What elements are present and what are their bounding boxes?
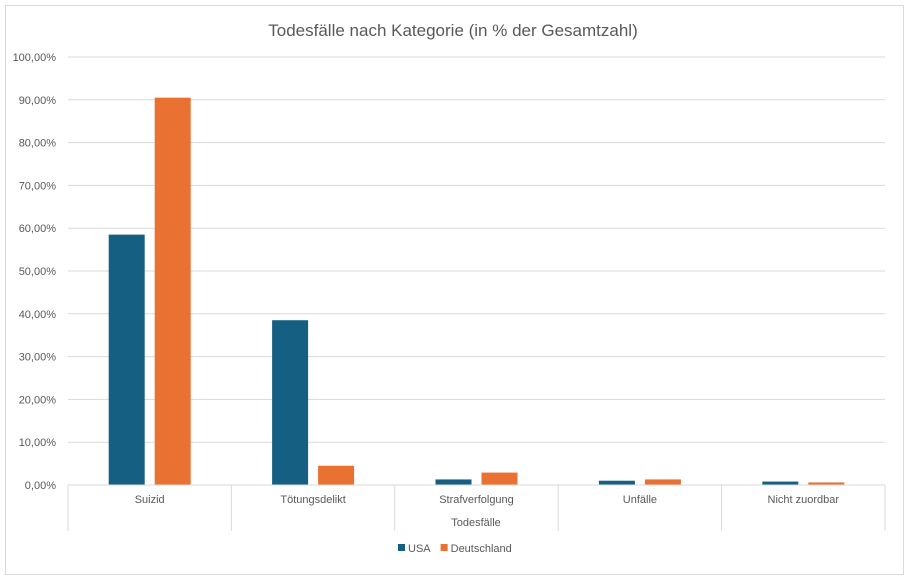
x-axis-title: Todesfälle <box>451 517 501 529</box>
y-axis-ticks: 0,00% 10,00% 20,00% 30,00% 40,00% 50,00% 60,00… <box>13 52 57 492</box>
y-tick-label: 10,00% <box>19 437 57 449</box>
x-tick-label: Strafverfolgung <box>439 494 514 506</box>
y-tick-label: 60,00% <box>19 223 57 235</box>
bar-deutschland-2 <box>481 472 518 485</box>
gridlines <box>68 56 885 443</box>
legend-swatch-usa <box>398 544 405 551</box>
legend-swatch-deutschland <box>440 544 448 551</box>
bar-usa-4 <box>762 481 799 485</box>
legend-label-deutschland: Deutschland <box>451 543 512 555</box>
y-tick-label: 70,00% <box>19 180 57 192</box>
bar-deutschland-0 <box>154 97 191 485</box>
bar-usa-3 <box>598 480 635 485</box>
y-tick-label: 20,00% <box>19 394 57 406</box>
x-tick-label: Suizid <box>135 494 165 506</box>
bars <box>108 97 845 485</box>
y-tick-label: 0,00% <box>25 480 56 492</box>
y-tick-label: 40,00% <box>19 309 57 321</box>
x-tick-label: Nicht zuordbar <box>768 494 840 506</box>
bar-deutschland-1 <box>318 465 355 485</box>
x-tick-label: Tötungsdelikt <box>280 494 345 506</box>
x-axis: Suizid Tötungsdelikt Strafverfolgung Unfäll… <box>67 484 886 531</box>
bar-deutschland-3 <box>644 479 681 485</box>
bar-usa-0 <box>108 234 145 485</box>
bar-usa-2 <box>435 479 472 485</box>
bar-usa-1 <box>272 320 309 485</box>
legend-label-usa: USA <box>408 543 431 555</box>
y-tick-label: 90,00% <box>19 95 57 107</box>
legend: USA Deutschland <box>398 543 512 555</box>
chart-title: Todesfälle nach Kategorie (in % der Gesa… <box>268 21 637 40</box>
y-tick-label: 100,00% <box>13 52 57 64</box>
y-tick-label: 80,00% <box>19 138 57 150</box>
x-tick-label: Unfälle <box>623 494 657 506</box>
y-tick-label: 30,00% <box>19 352 57 364</box>
y-tick-label: 50,00% <box>19 266 57 278</box>
bar-deutschland-4 <box>808 482 845 485</box>
